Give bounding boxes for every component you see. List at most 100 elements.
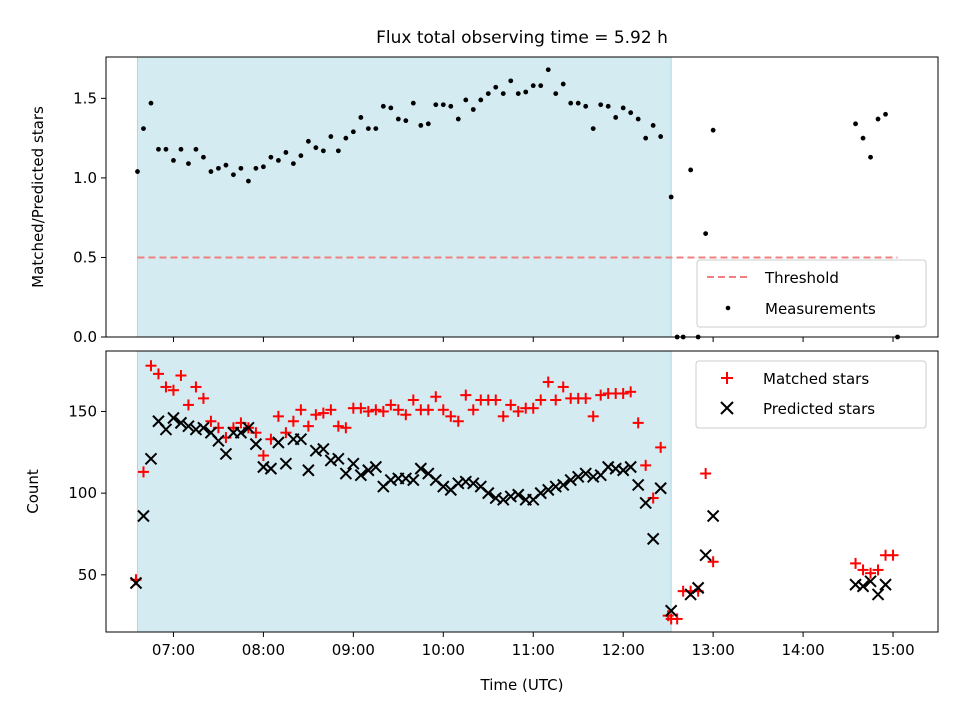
- predicted-star-point: [414, 462, 428, 475]
- matched-star-point: [145, 360, 157, 372]
- measurement-point: [410, 100, 416, 106]
- measurement-point: [590, 126, 596, 131]
- matched-star-point: [872, 564, 884, 576]
- measurement-point: [253, 165, 259, 171]
- count-y-axis: 50 100 150: [68, 402, 106, 584]
- matched-star-point: [392, 404, 404, 416]
- predicted-star-point: [369, 460, 383, 474]
- measurement-point: [560, 81, 566, 87]
- predicted-star-point: [572, 470, 585, 484]
- matched-star-point: [505, 399, 517, 411]
- predicted-star-point: [399, 472, 413, 485]
- measurement-point: [620, 105, 626, 111]
- measurement-point: [380, 103, 386, 109]
- ratio-ytick-label: 0.0: [73, 328, 97, 346]
- matched-star-point: [865, 567, 877, 579]
- predicted-star-point: [437, 480, 450, 493]
- predicted-star-point: [497, 493, 510, 506]
- matched-star-point: [182, 399, 194, 411]
- measurement-point: [305, 138, 311, 144]
- count-y-axis-label: Count: [24, 469, 42, 514]
- predicted-star-point: [309, 444, 323, 457]
- predicted-star-point: [362, 464, 375, 477]
- measurement-points: [135, 67, 900, 340]
- predicted-star-point: [354, 468, 368, 482]
- measurement-point: [500, 91, 506, 96]
- measurement-point: [493, 84, 499, 90]
- predicted-star-point: [504, 490, 517, 503]
- matched-legend-label: Matched stars: [763, 370, 869, 388]
- ratio-ytick-label: 1.0: [73, 169, 97, 187]
- predicted-star-point: [879, 578, 892, 591]
- measurement-point: [650, 123, 656, 128]
- matched-star-point: [280, 427, 292, 439]
- predicted-star-point: [407, 473, 420, 487]
- measurement-point: [485, 91, 491, 96]
- predicted-star-point: [564, 473, 577, 487]
- predicted-star-point: [459, 475, 472, 488]
- matched-star-point: [175, 370, 187, 382]
- matched-star-point: [370, 404, 382, 416]
- predicted-star-point: [609, 462, 622, 475]
- predicted-star-point: [347, 457, 360, 470]
- measurement-point: [231, 172, 236, 178]
- matched-star-point: [272, 410, 284, 422]
- time-xtick-label: 09:00: [332, 641, 375, 659]
- predicted-star-point: [601, 460, 615, 474]
- predicted-star-point: [242, 421, 255, 434]
- measurement-point: [875, 116, 881, 122]
- measurement-point: [156, 146, 161, 152]
- measurement-point: [470, 107, 476, 112]
- predicted-star-point: [631, 478, 645, 492]
- measurement-point: [883, 111, 888, 117]
- time-xtick-label: 15:00: [871, 641, 914, 659]
- ratio-y-axis-label: Matched/Predicted stars: [29, 106, 47, 288]
- matched-star-point: [617, 387, 629, 399]
- predicted-star-point: [646, 532, 660, 546]
- predicted-star-point: [664, 604, 678, 617]
- measurement-point: [568, 100, 574, 106]
- matched-star-point: [190, 381, 202, 393]
- matched-star-point: [197, 392, 209, 404]
- measurement-point: [583, 103, 589, 109]
- matched-star-point: [302, 420, 314, 432]
- time-xtick-label: 07:00: [152, 641, 195, 659]
- matched-star-point: [857, 564, 869, 576]
- count-panel: 50 100 150 07:00 08:00 09:00 10:00 11:00 12:00 1…: [24, 350, 939, 694]
- matched-star-point: [310, 409, 322, 421]
- matched-star-point: [385, 399, 397, 411]
- time-xtick-label: 10:00: [422, 641, 465, 659]
- matched-star-point: [512, 405, 524, 417]
- count-ytick-label: 50: [78, 566, 97, 584]
- predicted-star-point: [871, 588, 885, 601]
- predicted-star-point: [129, 576, 143, 590]
- measurement-point: [668, 194, 674, 200]
- predicted-star-points: [129, 411, 892, 617]
- matched-star-point: [340, 422, 352, 434]
- matched-star-point: [887, 549, 899, 561]
- predicted-star-point: [579, 467, 592, 480]
- predicted-star-point: [639, 496, 652, 510]
- predicted-star-point: [452, 477, 465, 490]
- matched-star-point: [587, 410, 599, 422]
- matched-star-point: [632, 417, 644, 429]
- measurement-point: [358, 115, 364, 120]
- matched-star-point: [655, 441, 667, 453]
- matched-star-point: [527, 402, 539, 414]
- matched-star-point: [707, 556, 719, 568]
- predicted-star-point: [549, 480, 562, 493]
- matched-star-point: [332, 420, 344, 432]
- matched-star-point: [850, 557, 862, 569]
- predicted-star-point: [264, 462, 278, 475]
- matched-star-point: [430, 391, 442, 403]
- time-xtick-label: 11:00: [512, 641, 555, 659]
- matched-star-point: [535, 394, 547, 406]
- measurement-point: [605, 103, 611, 109]
- measurement-point: [425, 121, 431, 127]
- predicted-star-point: [654, 482, 667, 495]
- matched-star-point: [595, 389, 607, 401]
- predicted-star-point: [212, 434, 225, 448]
- matched-star-point: [317, 407, 329, 419]
- count-legend: Matched stars Predicted stars: [695, 360, 927, 429]
- predicted-star-point: [174, 416, 188, 430]
